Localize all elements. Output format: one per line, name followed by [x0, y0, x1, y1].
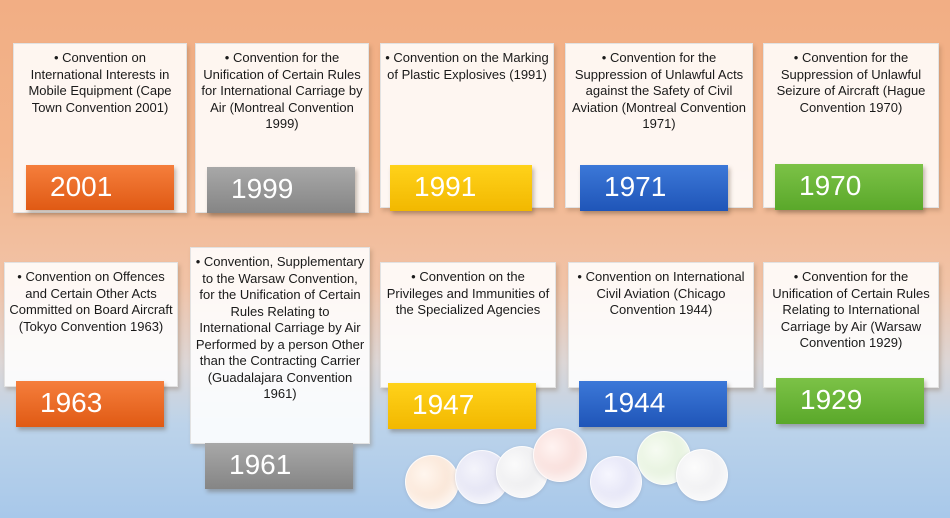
year-label-1961: 1961 — [205, 443, 353, 489]
convention-text: • Convention on International Civil Avia… — [577, 269, 745, 317]
convention-text: • Convention for the Suppression of Unla… — [776, 50, 926, 115]
convention-text: • Convention on the Privileges and Immun… — [386, 269, 550, 317]
year-label-1963: 1963 — [16, 381, 164, 427]
convention-text: • Convention for the Unification of Cert… — [201, 50, 363, 131]
convention-text: • Convention on Offences and Certain Oth… — [9, 269, 173, 334]
decorative-bubble — [533, 428, 587, 482]
convention-card-1947: • Convention on the Privileges and Immun… — [380, 262, 556, 388]
year-label-1944: 1944 — [579, 381, 727, 427]
convention-text: • Convention on the Marking of Plastic E… — [385, 50, 549, 82]
decorative-bubble — [676, 449, 728, 501]
year-label-1929: 1929 — [776, 378, 924, 424]
convention-card-1961: • Convention, Supplementary to the Warsa… — [190, 247, 370, 444]
convention-card-1929: • Convention for the Unification of Cert… — [763, 262, 939, 388]
year-label-1970: 1970 — [775, 164, 923, 210]
year-label-1991: 1991 — [390, 165, 532, 211]
convention-text: • Convention for the Unification of Cert… — [772, 269, 930, 350]
convention-text: • Convention, Supplementary to the Warsa… — [195, 254, 365, 401]
year-label-1971: 1971 — [580, 165, 728, 211]
convention-text: • Convention for the Suppression of Unla… — [572, 50, 746, 131]
convention-card-1963: • Convention on Offences and Certain Oth… — [4, 262, 178, 387]
year-label-1947: 1947 — [388, 383, 536, 429]
year-label-2001: 2001 — [26, 165, 174, 210]
year-label-1999: 1999 — [207, 167, 355, 213]
decorative-bubble — [590, 456, 642, 508]
convention-card-1944: • Convention on International Civil Avia… — [568, 262, 754, 388]
decorative-bubble — [405, 455, 459, 509]
convention-text: • Convention on International Interests … — [28, 50, 172, 115]
